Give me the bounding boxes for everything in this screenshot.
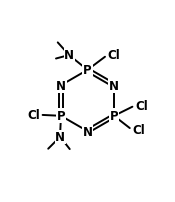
Text: P: P: [57, 110, 65, 123]
Text: N: N: [56, 79, 66, 92]
Text: Cl: Cl: [27, 109, 40, 122]
Text: Cl: Cl: [132, 124, 145, 137]
Text: Cl: Cl: [135, 99, 148, 112]
Text: N: N: [55, 131, 65, 144]
Text: Cl: Cl: [108, 49, 120, 62]
Text: N: N: [82, 125, 93, 138]
Text: N: N: [109, 79, 119, 92]
Text: P: P: [110, 110, 118, 123]
Text: P: P: [83, 64, 92, 77]
Text: N: N: [64, 49, 74, 62]
